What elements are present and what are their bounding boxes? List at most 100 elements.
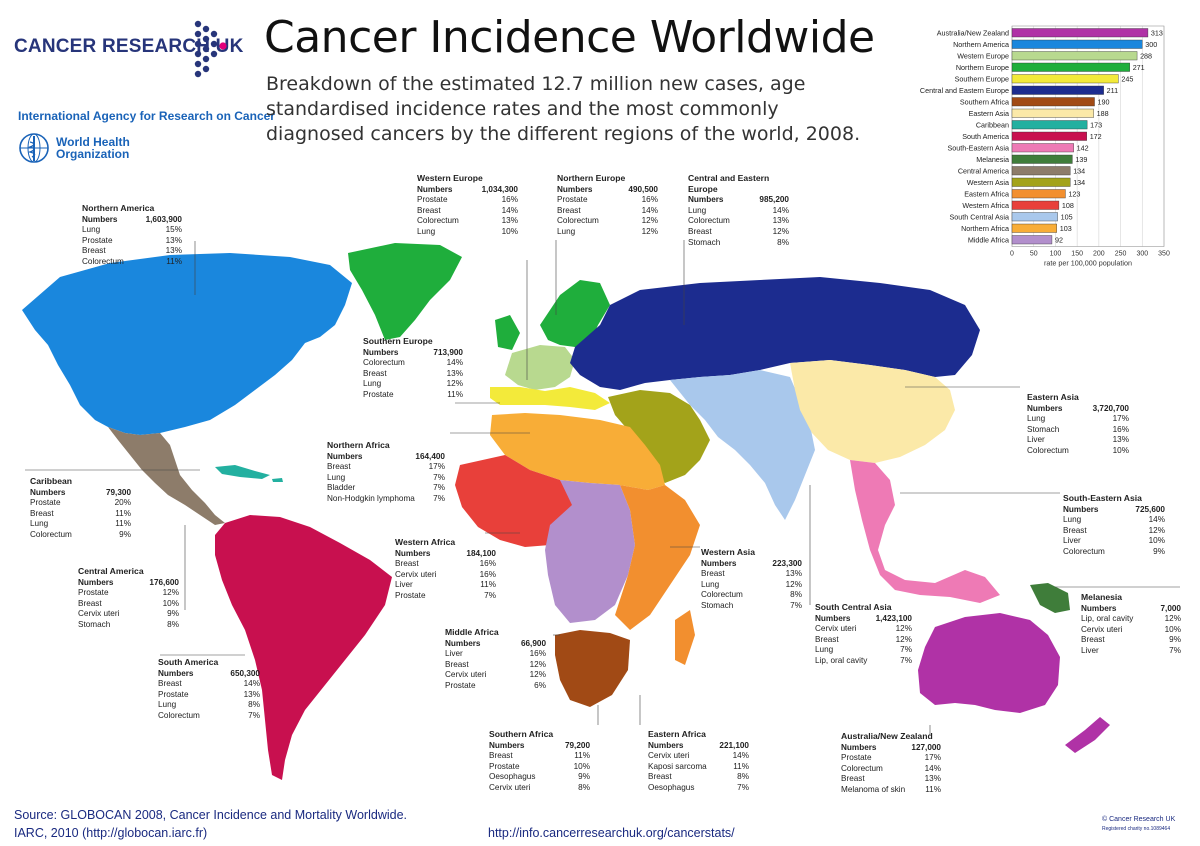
- cancer-pct: 13%: [243, 689, 260, 699]
- region-name: South Central Asia: [815, 602, 892, 612]
- cancer-name: Breast: [82, 246, 106, 256]
- chart-category-label: Middle Africa: [968, 236, 1009, 245]
- cancer-name: Breast: [688, 226, 712, 236]
- region-name: Western Asia: [701, 547, 755, 557]
- cancer-name: Liver: [395, 580, 413, 590]
- cancer-pct: 12%: [529, 659, 546, 669]
- who-logo: World Health Organization: [18, 132, 130, 164]
- cancer-name: Colorectum: [363, 358, 405, 368]
- region-shape-eastern-asia: [790, 360, 955, 463]
- region-shape-southern-africa: [555, 630, 630, 707]
- numbers-value: 3,720,700: [1092, 403, 1129, 413]
- chart-category-label: South Central Asia: [949, 213, 1009, 222]
- cancer-name: Oesophagus: [489, 772, 536, 782]
- cancer-name: Breast: [489, 751, 513, 761]
- cancer-name: Liver: [445, 649, 463, 659]
- cancer-pct: 12%: [772, 226, 789, 236]
- cancer-name: Breast: [30, 508, 54, 518]
- chart-value-label: 103: [1060, 224, 1072, 233]
- cancer-pct: 14%: [501, 205, 518, 215]
- cancer-pct: 13%: [1112, 435, 1129, 445]
- cancer-name: Lung: [82, 225, 101, 235]
- cancer-name: Prostate: [445, 680, 476, 690]
- chart-value-label: 245: [1121, 75, 1133, 84]
- cancer-pct: 8%: [777, 237, 789, 247]
- cancer-pct: 7%: [1169, 645, 1181, 655]
- cancer-name: Colorectum: [1063, 546, 1105, 556]
- info-box-central-eastern-europe: Central and Eastern Europe Numbers 985,20…: [688, 173, 789, 248]
- cancer-pct: 11%: [480, 580, 496, 590]
- chart-category-label: Northern Europe: [956, 63, 1009, 72]
- cancer-name: Lung: [557, 226, 576, 236]
- cancer-pct: 8%: [578, 782, 590, 792]
- numbers-label: Numbers: [327, 451, 363, 461]
- chart-bar: [1011, 51, 1138, 61]
- cancer-pct: 16%: [641, 195, 658, 205]
- info-box-western-asia: Western Asia Numbers 223,300 Breast 13% Lu…: [701, 547, 802, 612]
- cancer-name: Lip, oral cavity: [815, 655, 868, 665]
- source-line-2: IARC, 2010 (http://globocan.iarc.fr): [14, 826, 208, 840]
- cancer-pct: 13%: [446, 368, 463, 378]
- numbers-value: 985,200: [759, 195, 789, 205]
- region-shape-western-europe: [505, 345, 575, 390]
- cancer-pct: 17%: [924, 753, 941, 763]
- chart-bar: [1011, 108, 1094, 118]
- cancer-pct: 7%: [433, 493, 445, 503]
- chart-category-label: South America: [962, 132, 1009, 141]
- chart-bar: [1011, 131, 1087, 141]
- numbers-label: Numbers: [841, 742, 877, 752]
- region-shape-central-america: [108, 427, 225, 525]
- cancer-name: Prostate: [557, 195, 588, 205]
- info-box-south-central-asia: South Central Asia Numbers 1,423,100 Cerv…: [815, 602, 912, 667]
- chart-value-label: 123: [1068, 190, 1080, 199]
- cancer-name: Prostate: [841, 753, 872, 763]
- info-box-northern-europe: Northern Europe Numbers 490,500 Prostate 1…: [557, 173, 658, 238]
- chart-bar: [1011, 235, 1053, 245]
- numbers-value: 1,603,900: [145, 214, 182, 224]
- cancer-pct: 12%: [162, 588, 179, 598]
- region-shape-middle-africa: [545, 480, 635, 623]
- cancer-pct: 16%: [479, 559, 496, 569]
- chart-tick-label: 150: [1071, 251, 1083, 258]
- chart-bar: [1011, 166, 1071, 176]
- cancerstats-url[interactable]: http://info.cancerresearchuk.org/cancers…: [488, 826, 735, 840]
- chart-value-label: 190: [1098, 98, 1110, 107]
- cancer-name: Stomach: [1027, 424, 1060, 434]
- chart-bar: [1011, 28, 1149, 38]
- cancer-name: Liver: [1081, 645, 1099, 655]
- cancer-name: Prostate: [395, 590, 426, 600]
- cancer-name: Breast: [395, 559, 419, 569]
- cancer-name: Kaposi sarcoma: [648, 761, 707, 771]
- cancer-name: Lung: [327, 472, 346, 482]
- cancer-pct: 17%: [1112, 414, 1129, 424]
- numbers-label: Numbers: [158, 668, 194, 678]
- source-line-1: Source: GLOBOCAN 2008, Cancer Incidence …: [14, 808, 408, 822]
- cancer-pct: 10%: [1112, 445, 1129, 455]
- cancer-pct: 11%: [733, 761, 749, 771]
- region-name: Southern Europe: [363, 336, 433, 346]
- cancer-pct: 11%: [166, 256, 182, 266]
- numbers-value: 650,300: [230, 668, 260, 678]
- numbers-label: Numbers: [1027, 403, 1063, 413]
- chart-tick-label: 50: [1030, 251, 1038, 258]
- cancer-name: Breast: [1081, 635, 1105, 645]
- region-shape-eastern-africa: [615, 485, 700, 665]
- chart-category-label: Central and Eastern Europe: [920, 86, 1009, 95]
- cancer-pct: 10%: [1164, 624, 1181, 634]
- numbers-value: 7,000: [1160, 603, 1182, 613]
- cancer-name: Colorectum: [1027, 445, 1069, 455]
- chart-tick-label: 0: [1010, 251, 1014, 258]
- cancer-name: Breast: [417, 205, 441, 215]
- cancer-pct: 16%: [501, 195, 518, 205]
- numbers-label: Numbers: [363, 347, 399, 357]
- region-name: Central and Eastern Europe: [688, 173, 770, 194]
- numbers-label: Numbers: [648, 740, 684, 750]
- numbers-label: Numbers: [701, 558, 737, 568]
- chart-value-label: 271: [1133, 63, 1145, 72]
- cancer-name: Melanoma of skin: [841, 784, 906, 794]
- cancer-name: Cervix uteri: [78, 609, 120, 619]
- cancer-pct: 15%: [165, 225, 182, 235]
- region-shape-greenland: [348, 243, 462, 340]
- info-box-australia-nz: Australia/New Zealand Numbers 127,000 Pro…: [841, 731, 941, 796]
- region-name: Australia/New Zealand: [841, 731, 933, 741]
